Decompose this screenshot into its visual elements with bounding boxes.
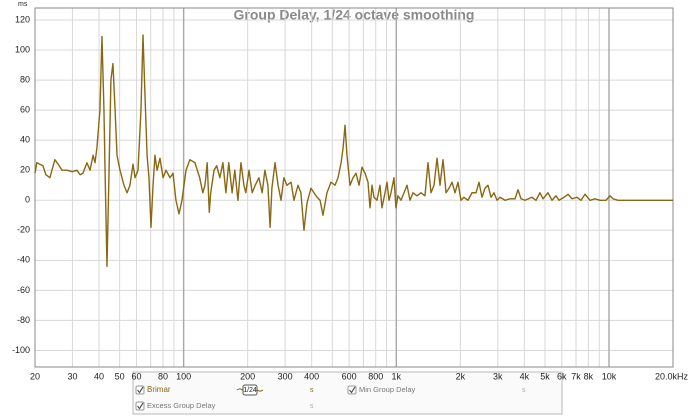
y-tick-label: 60 (20, 105, 30, 115)
chart-title: Group Delay, 1/24 octave smoothing (234, 7, 475, 23)
x-tick-label: 100 (176, 371, 191, 381)
x-tick-label: 400 (304, 371, 319, 381)
checkmark (137, 386, 144, 394)
smoothing-box[interactable] (242, 384, 258, 396)
x-tick-label: 5k (540, 371, 550, 381)
x-tick-label: 4k (520, 371, 530, 381)
y-tick-label: 100 (15, 44, 30, 54)
y-tick-label: 80 (20, 74, 30, 84)
x-tick-label: 60 (131, 371, 141, 381)
x-tick-label: 80 (158, 371, 168, 381)
smoothing-label: 1/24 (243, 387, 257, 394)
x-tick-label: 20.0kHz (655, 371, 689, 381)
y-tick-label: -60 (17, 285, 30, 295)
x-tick-label: 30 (67, 371, 77, 381)
y-tick-label: 20 (20, 165, 30, 175)
plot-frame (34, 7, 674, 368)
y-tick-label: 40 (20, 135, 30, 145)
y-tick-label: 0 (25, 195, 30, 205)
x-tick-label: 6k (557, 371, 567, 381)
y-tick-label: -100 (12, 345, 30, 355)
x-tick-label: 300 (278, 371, 293, 381)
x-tick-label: 7k (571, 371, 581, 381)
legend-unit: s (310, 387, 314, 394)
x-tick-label: 3k (493, 371, 503, 381)
x-tick-label: 10k (602, 371, 617, 381)
x-tick-label: 8k (584, 371, 594, 381)
legend-box (132, 371, 563, 415)
x-tick-label: 600 (342, 371, 357, 381)
y-tick-label: -20 (17, 225, 30, 235)
legend-label: Min Group Delay (359, 385, 416, 394)
series-line (34, 34, 673, 268)
x-tick-label: 2k (456, 371, 466, 381)
x-tick-label: 800 (368, 371, 383, 381)
y-tick-label: 120 (15, 14, 30, 24)
x-tick-label: 200 (240, 371, 255, 381)
y-unit: ms (18, 1, 28, 8)
legend-label: Brimar (147, 385, 171, 394)
legend-unit: s (522, 387, 526, 394)
legend-unit: s (310, 403, 314, 410)
y-tick-label: -40 (17, 255, 30, 265)
y-tick-label: -80 (17, 315, 30, 325)
checkmark (137, 402, 144, 410)
x-tick-label: 50 (115, 371, 125, 381)
x-tick-label: 20 (30, 371, 40, 381)
legend-label: Excess Group Delay (147, 401, 216, 410)
x-tick-label: 40 (94, 371, 104, 381)
checkmark (349, 386, 356, 394)
x-tick-label: 1k (392, 371, 402, 381)
